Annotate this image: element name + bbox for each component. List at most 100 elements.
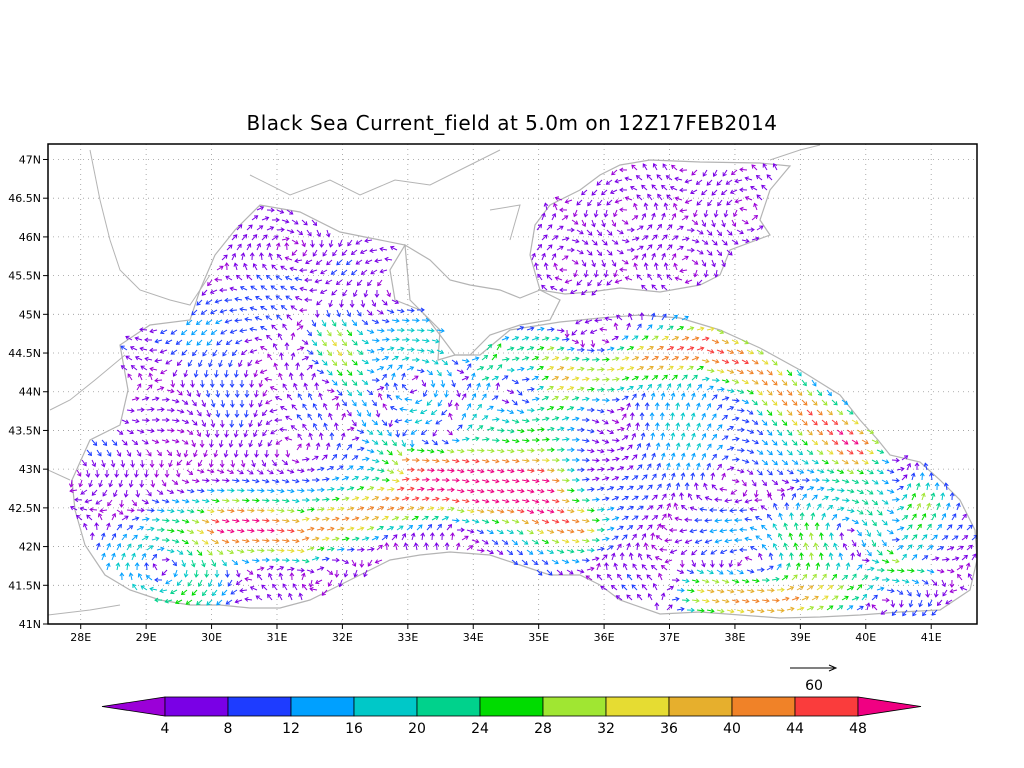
current-arrow bbox=[736, 409, 745, 412]
current-arrow-head bbox=[680, 412, 686, 417]
current-arrow-head bbox=[603, 554, 608, 559]
current-arrow-head bbox=[318, 351, 323, 356]
current-arrow-head bbox=[390, 486, 395, 492]
current-arrow-head bbox=[328, 371, 333, 376]
current-arrow-head bbox=[696, 442, 701, 448]
current-arrow-head bbox=[295, 478, 300, 484]
current-arrow bbox=[261, 539, 270, 542]
current-arrow bbox=[906, 544, 913, 551]
current-arrow bbox=[796, 469, 804, 474]
current-arrow-head bbox=[225, 275, 230, 280]
current-arrow-head bbox=[754, 515, 760, 521]
current-arrow-head bbox=[701, 222, 707, 228]
current-arrow bbox=[896, 486, 904, 491]
current-arrow-head bbox=[867, 552, 872, 557]
current-arrow bbox=[911, 554, 918, 561]
current-arrow bbox=[671, 253, 676, 261]
current-arrow bbox=[401, 319, 410, 322]
current-arrow bbox=[471, 437, 479, 441]
current-arrow-head bbox=[584, 240, 589, 245]
current-arrow-head bbox=[329, 465, 335, 471]
current-arrow bbox=[287, 394, 293, 401]
current-arrow bbox=[329, 239, 333, 247]
current-arrow-head bbox=[108, 483, 113, 488]
current-arrow bbox=[707, 199, 713, 206]
current-arrow-head bbox=[524, 356, 530, 361]
current-arrow-head bbox=[874, 559, 880, 564]
current-arrow-head bbox=[160, 407, 165, 412]
current-arrow bbox=[136, 489, 139, 497]
current-arrow-head bbox=[635, 236, 640, 242]
current-arrow bbox=[70, 506, 78, 511]
current-arrow bbox=[426, 507, 434, 511]
current-arrow-head bbox=[689, 346, 695, 351]
current-arrow bbox=[435, 542, 438, 551]
current-arrow bbox=[201, 539, 209, 545]
current-arrow-head bbox=[660, 524, 666, 530]
current-arrow bbox=[191, 419, 198, 426]
current-arrow-head bbox=[923, 555, 929, 560]
current-arrow bbox=[326, 548, 334, 551]
current-arrow bbox=[456, 489, 464, 493]
current-arrow-head bbox=[734, 517, 739, 523]
current-arrow bbox=[256, 274, 263, 281]
current-arrow bbox=[756, 429, 763, 435]
current-arrow-head bbox=[720, 387, 725, 392]
current-arrow bbox=[506, 469, 514, 472]
current-arrow-head bbox=[299, 325, 304, 330]
current-arrow-head bbox=[130, 507, 135, 513]
current-arrow bbox=[187, 579, 193, 587]
current-arrow bbox=[666, 503, 671, 511]
current-arrow bbox=[851, 479, 859, 484]
current-arrow-head bbox=[559, 245, 564, 250]
current-arrow bbox=[351, 379, 358, 386]
current-arrow-head bbox=[150, 483, 156, 488]
current-arrow-head bbox=[544, 560, 549, 565]
current-arrow-head bbox=[538, 571, 543, 576]
current-arrow bbox=[546, 529, 554, 534]
current-arrow bbox=[571, 397, 579, 401]
current-arrow-head bbox=[845, 516, 850, 522]
current-arrow bbox=[680, 492, 683, 501]
current-arrow bbox=[641, 184, 648, 191]
current-arrow bbox=[830, 532, 833, 541]
current-arrow-head bbox=[714, 518, 719, 523]
current-arrow-head bbox=[314, 382, 320, 387]
current-arrow bbox=[924, 463, 928, 471]
current-arrow-head bbox=[734, 178, 739, 184]
current-arrow bbox=[736, 569, 744, 574]
current-arrow-head bbox=[605, 357, 610, 362]
current-arrow-head bbox=[419, 506, 425, 511]
current-arrow-head bbox=[693, 482, 699, 487]
current-arrow-head bbox=[338, 391, 343, 396]
current-arrow-head bbox=[780, 487, 785, 493]
current-arrow bbox=[702, 169, 708, 177]
current-arrow bbox=[265, 378, 273, 381]
current-arrow-head bbox=[648, 324, 653, 329]
current-arrow bbox=[756, 369, 764, 375]
current-arrow-head bbox=[159, 588, 164, 594]
current-arrow bbox=[151, 537, 159, 541]
current-arrow-head bbox=[955, 556, 960, 561]
current-arrow bbox=[346, 409, 352, 417]
current-arrow-head bbox=[238, 224, 243, 229]
current-arrow bbox=[261, 499, 270, 502]
current-arrow bbox=[686, 383, 691, 391]
current-arrow bbox=[561, 255, 569, 261]
current-arrow-head bbox=[638, 464, 643, 469]
current-arrow bbox=[198, 579, 203, 587]
current-arrow-head bbox=[275, 217, 280, 223]
current-arrow bbox=[111, 513, 116, 521]
current-arrow-head bbox=[248, 224, 253, 229]
current-arrow bbox=[706, 589, 714, 593]
current-arrow-head bbox=[604, 420, 609, 425]
current-arrow bbox=[671, 433, 674, 441]
current-arrow-head bbox=[585, 497, 590, 503]
current-arrow-head bbox=[390, 506, 395, 511]
current-arrow bbox=[686, 589, 694, 592]
current-arrow-head bbox=[834, 440, 839, 445]
current-arrow-head bbox=[699, 569, 705, 575]
current-arrow-head bbox=[427, 523, 433, 529]
current-arrow-head bbox=[393, 534, 398, 539]
current-arrow bbox=[806, 409, 813, 416]
